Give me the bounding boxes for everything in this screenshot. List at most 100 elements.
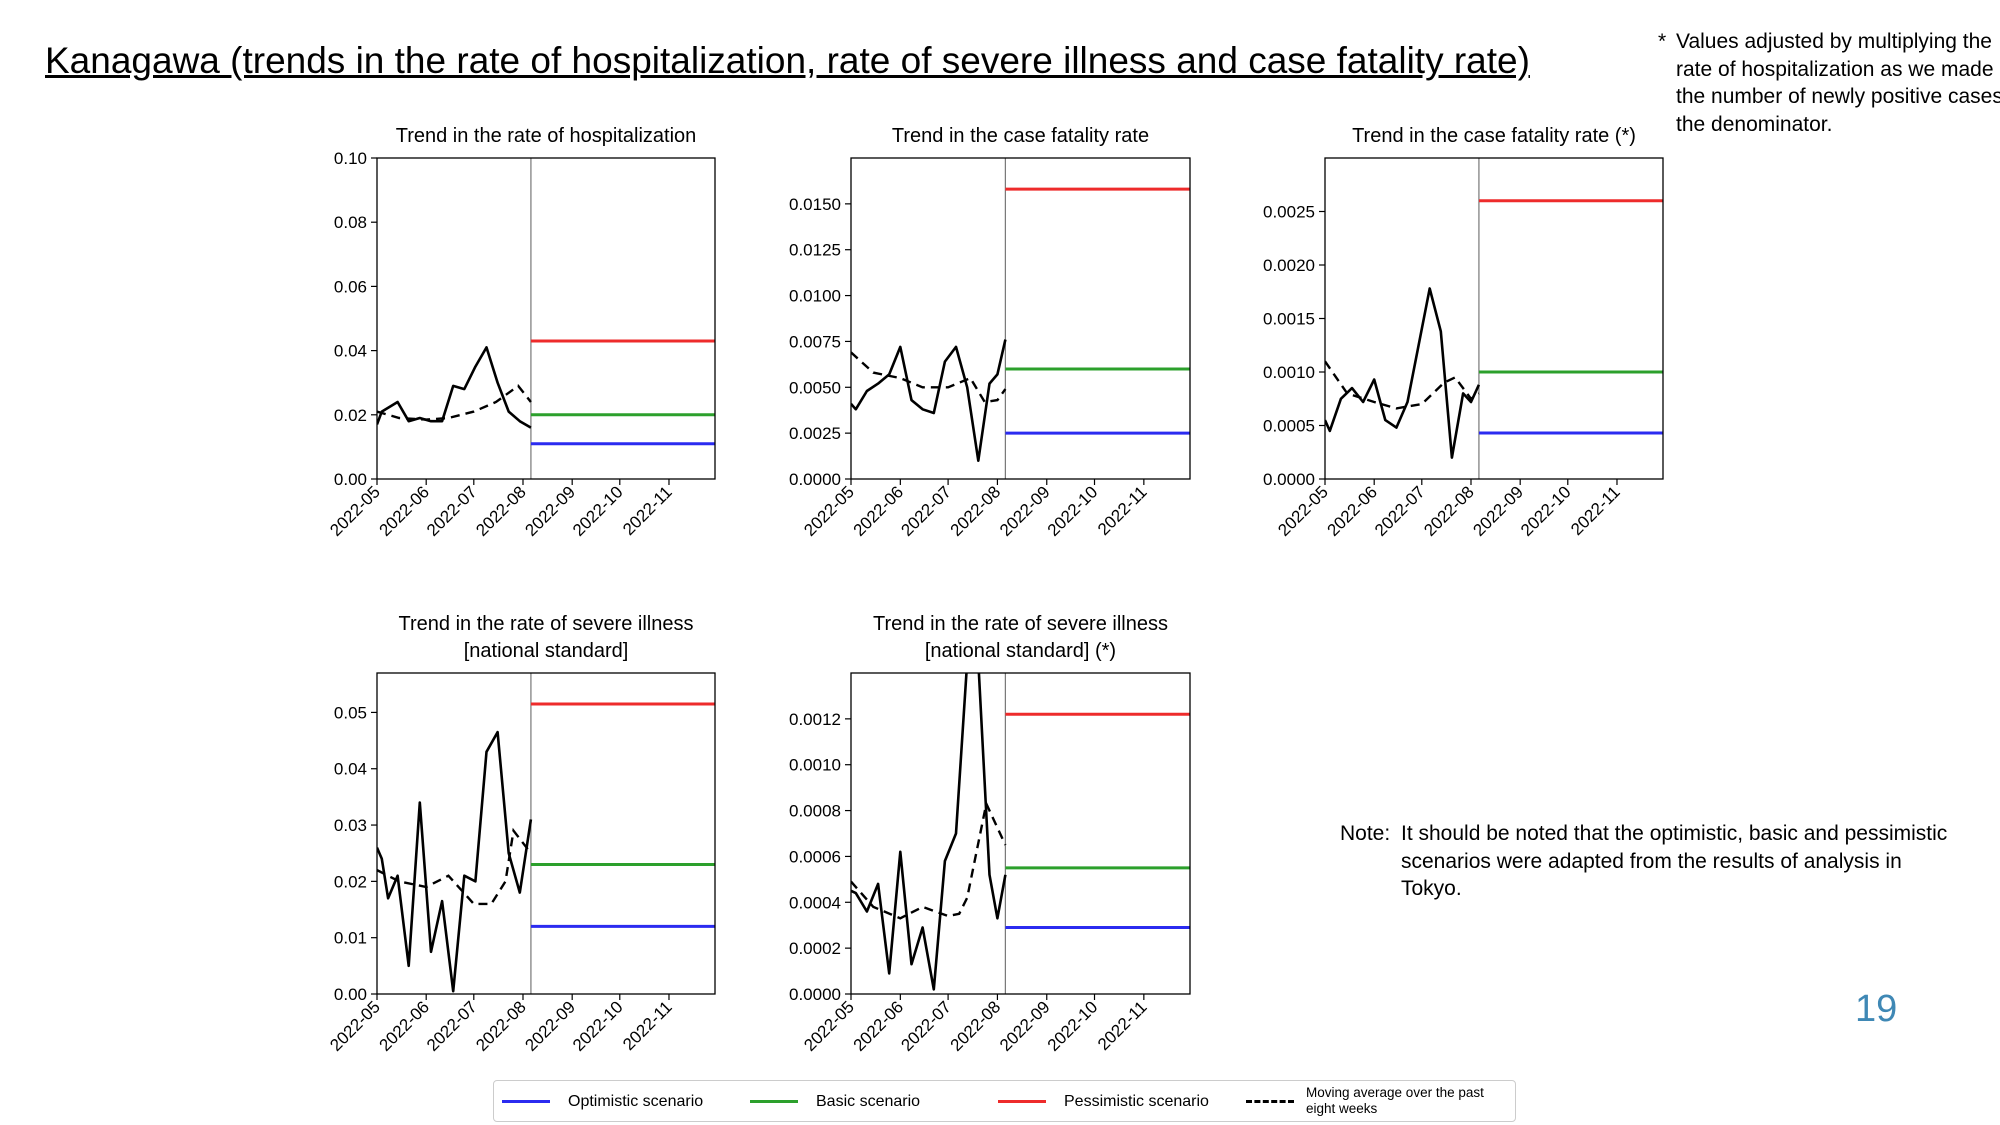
x-tick-label: 2022-07 [423,997,481,1055]
y-tick-label: 0.0015 [1263,310,1315,329]
y-tick-label: 0.06 [334,277,367,296]
moving-average-line [1325,360,1480,410]
moving-average-line [851,799,1007,920]
x-tick-label: 2022-10 [1517,482,1575,540]
y-tick-label: 0.0005 [1263,417,1315,436]
x-tick-label: 2022-05 [1274,482,1332,540]
y-tick-label: 0.0010 [789,756,841,775]
page-title: Kanagawa (trends in the rate of hospital… [45,40,1530,81]
y-tick-label: 0.0002 [789,939,841,958]
x-tick-label: 2022-05 [326,997,384,1055]
y-tick-label: 0.0020 [1263,256,1315,275]
x-tick-label: 2022-05 [326,482,384,540]
chart-title: Trend in the case fatality rate [892,125,1149,147]
chart-title: Trend in the case fatality rate (*) [1352,125,1636,147]
observed-line [377,346,532,429]
plot-frame [376,157,716,480]
x-tick-label: 2022-11 [1094,997,1151,1054]
y-tick-label: 0.0008 [789,802,841,821]
y-tick-label: 0.0100 [789,287,841,306]
x-tick-label: 2022-10 [1044,482,1102,540]
plot-frame [850,157,1191,480]
x-tick-label: 2022-07 [897,997,955,1055]
y-tick-label: 0.0000 [1263,470,1315,489]
y-tick-label: 0.00 [334,470,367,489]
y-tick-label: 0.0025 [789,424,841,443]
x-tick-label: 2022-09 [521,997,579,1055]
chart-3: Trend in the case fatality rate (*) 0.000… [1263,125,1664,540]
x-tick-label: 2022-11 [1094,482,1151,539]
footnote-text: Values adjusted by multiplying the rate … [1676,30,2000,136]
legend-label-basic: Basic scenario [816,1093,921,1110]
x-tick-label: 2022-06 [375,997,433,1055]
note: Note: It should be noted that the optimi… [1340,820,1960,903]
x-tick-label: 2022-08 [472,482,530,540]
x-tick-label: 2022-07 [897,482,955,540]
chart-title: Trend in the rate of severe illness [873,613,1168,635]
y-tick-label: 0.0000 [789,470,841,489]
x-tick-label: 2022-08 [1420,482,1478,540]
legend-label-moving-average: Moving average over the past eight weeks [1306,1085,1484,1116]
y-tick-label: 0.08 [334,213,367,232]
y-tick-label: 0.0025 [1263,203,1315,222]
x-tick-label: 2022-08 [947,482,1005,540]
legend: Optimistic scenario Basic scenario Pessi… [493,1080,1516,1122]
observed-line [377,730,533,993]
x-tick-label: 2022-07 [423,482,481,540]
x-tick-label: 2022-09 [996,997,1054,1055]
y-tick-label: 0.02 [334,406,367,425]
y-tick-label: 0.03 [334,816,367,835]
legend-swatch-basic [750,1100,798,1103]
y-tick-label: 0.0010 [1263,363,1315,382]
x-tick-label: 2022-09 [1469,482,1527,540]
y-tick-label: 0.04 [334,760,367,779]
legend-swatch-pessimistic [998,1100,1046,1103]
x-tick-label: 2022-10 [569,482,627,540]
plot-frame [1324,157,1664,480]
legend-swatch-optimistic [502,1100,550,1103]
chart-1: Trend in the rate of hospitalization 0.00… [326,125,716,540]
y-tick-label: 0.0150 [789,195,841,214]
x-tick-label: 2022-11 [1567,482,1624,539]
y-tick-label: 0.00 [334,985,367,1004]
observed-line [851,673,1007,991]
y-tick-label: 0.0006 [789,847,841,866]
x-tick-label: 2022-06 [375,482,433,540]
legend-label-pessimistic: Pessimistic scenario [1064,1093,1209,1110]
chart-2: Trend in the case fatality rate 0.0000 0.0… [789,125,1191,540]
y-tick-label: 0.05 [334,703,367,722]
plot-frame [850,672,1191,995]
x-tick-label: 2022-08 [947,997,1005,1055]
footnote-marker: * [1658,30,1667,53]
observed-line [851,339,1007,463]
y-tick-label: 0.0050 [789,378,841,397]
observed-line [1325,287,1481,459]
x-tick-label: 2022-11 [619,997,676,1054]
note-text: It should be noted that the optimistic, … [1401,822,1948,900]
y-tick-label: 0.0004 [789,893,841,912]
y-tick-label: 0.0125 [789,241,841,260]
chart-title: [national standard] [464,640,629,662]
y-tick-label: 0.0075 [789,332,841,351]
x-tick-label: 2022-08 [472,997,530,1055]
x-tick-label: 2022-06 [850,997,908,1055]
plot-frame [376,672,716,995]
chart-title: Trend in the rate of severe illness [399,613,694,635]
chart-5: Trend in the rate of severe illness [nati… [789,613,1191,1055]
chart-4: Trend in the rate of severe illness [nati… [326,613,716,1055]
legend-swatch-moving-average [1246,1100,1294,1103]
y-tick-label: 0.10 [334,149,367,168]
x-tick-label: 2022-11 [619,482,676,539]
y-tick-label: 0.0000 [789,985,841,1004]
y-tick-label: 0.02 [334,872,367,891]
moving-average-line [377,384,532,421]
x-tick-label: 2022-06 [850,482,908,540]
chart-title: [national standard] (*) [925,640,1116,662]
y-tick-label: 0.0012 [789,710,841,729]
y-tick-label: 0.01 [334,929,367,948]
x-tick-label: 2022-09 [996,482,1054,540]
x-tick-label: 2022-10 [569,997,627,1055]
moving-average-line [377,827,532,906]
page-number: 19 [1855,988,1898,1030]
